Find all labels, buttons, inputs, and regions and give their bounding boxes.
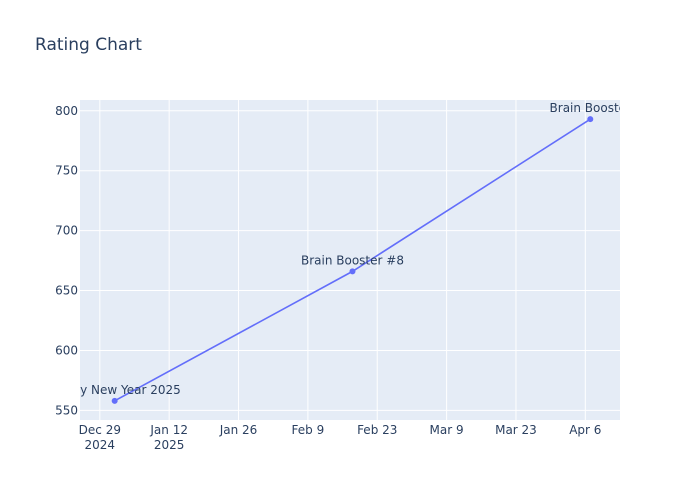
x-tick-label: Apr 6: [569, 423, 601, 437]
x-tick-label: Dec 29: [79, 423, 121, 437]
y-tick-label: 700: [55, 224, 78, 238]
x-tick-label: Jan 26: [219, 423, 258, 437]
x-tick-label: Mar 23: [495, 423, 537, 437]
x-tick-year-label: 2024: [85, 438, 116, 452]
x-tick-label: Mar 9: [430, 423, 464, 437]
point-label: Brain Booster: [550, 101, 632, 115]
point-label: Brain Booster #8: [301, 253, 404, 267]
data-point: [349, 268, 356, 275]
grid-lines: [80, 100, 620, 420]
y-tick-label: 800: [55, 104, 78, 118]
x-tick-label: Feb 9: [292, 423, 325, 437]
y-tick-label: 550: [55, 403, 78, 417]
series-layer: [111, 116, 594, 404]
y-tick-label: 600: [55, 343, 78, 357]
x-tick-label: Feb 23: [357, 423, 397, 437]
data-point: [587, 116, 594, 123]
point-label: Happy New Year 2025: [49, 383, 181, 397]
y-tick-label: 650: [55, 284, 78, 298]
x-tick-label: Jan 12: [149, 423, 188, 437]
point-labels: Happy New Year 2025 Brain Booster #8 Brain…: [49, 101, 632, 397]
x-tick-year-label: 2025: [154, 438, 185, 452]
plot-area: [80, 100, 620, 420]
y-tick-label: 750: [55, 164, 78, 178]
data-point: [111, 397, 118, 404]
chart-title: Rating Chart: [35, 35, 142, 55]
